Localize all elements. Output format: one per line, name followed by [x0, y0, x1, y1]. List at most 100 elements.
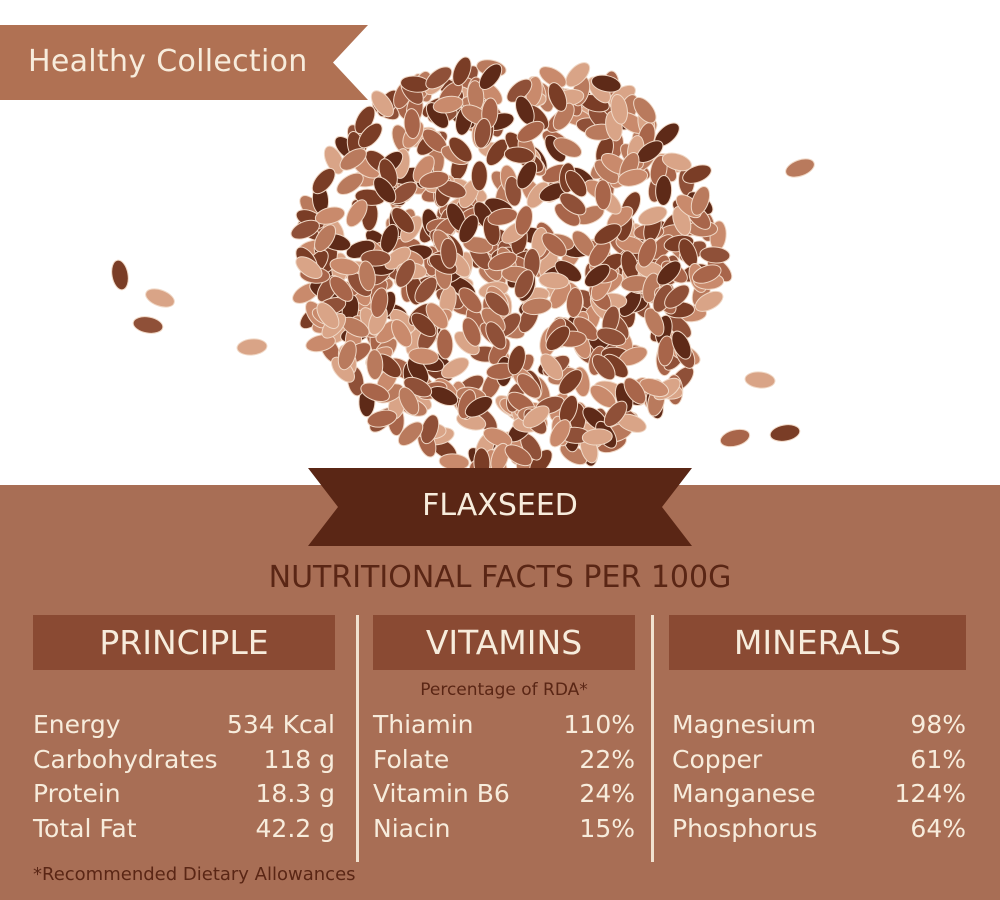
seed: [633, 96, 657, 124]
seed: [553, 137, 583, 158]
seed: [623, 377, 647, 405]
seed: [391, 207, 415, 234]
seed: [558, 369, 583, 395]
seed: [373, 176, 397, 204]
seed: [664, 284, 690, 309]
seed: [591, 354, 616, 381]
seed: [314, 224, 337, 253]
nutrient-label: Magnesium: [672, 710, 817, 739]
seed: [305, 334, 336, 353]
list-item: Energy 534 Kcal: [33, 708, 335, 743]
seed: [458, 287, 483, 314]
list-item: Manganese 124%: [672, 777, 966, 812]
list-item: Phosphorus 64%: [672, 812, 966, 847]
nutrient-label: Niacin: [373, 813, 451, 843]
seed: [397, 421, 424, 447]
seed: [236, 338, 268, 356]
list-item: Total Fat 42.2 g: [33, 812, 335, 847]
list-item: Thiamin 110%: [373, 708, 635, 743]
seed: [482, 427, 513, 448]
seed: [473, 117, 492, 149]
seed: [503, 146, 535, 164]
seed: [514, 269, 534, 299]
seed: [145, 288, 175, 308]
seed: [329, 275, 354, 302]
banner-ribbon: [0, 25, 368, 100]
nutrient-label: Vitamin B6: [373, 779, 510, 808]
nutrition-subtitle: NUTRITIONAL FACTS PER 100G: [268, 560, 732, 595]
seed: [591, 74, 622, 93]
seed: [458, 214, 479, 244]
seed: [656, 260, 682, 286]
list-item: Magnesium 98%: [672, 708, 966, 743]
seed: [655, 174, 673, 206]
seed: [323, 145, 345, 175]
nutrient-value: 124%: [894, 779, 966, 808]
nutrient-label: Total Fat: [33, 813, 137, 843]
seed: [639, 377, 670, 398]
nutrient-label: Copper: [672, 744, 763, 774]
list-item: Niacin 15%: [373, 812, 635, 847]
nutrient-value: 24%: [579, 779, 635, 808]
seed: [565, 62, 591, 88]
seed: [610, 93, 628, 125]
seed: [691, 264, 722, 284]
seed: [358, 122, 383, 149]
seed: [682, 164, 712, 184]
seed: [414, 276, 438, 304]
nutrient-label: Phosphorus: [672, 813, 818, 843]
seed: [785, 158, 815, 178]
nutrient-value: 18.3 g: [255, 779, 335, 808]
seed: [514, 205, 533, 236]
seed: [316, 302, 340, 330]
seed: [452, 56, 472, 87]
list-item: Protein 18.3 g: [33, 777, 335, 812]
seed: [516, 373, 542, 399]
seed: [366, 409, 398, 428]
minerals-list: Magnesium 98% Copper 61% Manganese 124% Pho…: [672, 708, 966, 846]
seed: [484, 291, 510, 317]
seed: [637, 237, 657, 268]
seed: [311, 167, 336, 195]
flaxseed-illustration: [111, 56, 815, 480]
seed: [345, 199, 368, 228]
list-item: Folate 22%: [373, 743, 635, 778]
seed: [521, 297, 553, 316]
seed: [441, 357, 470, 379]
footnote: *Recommended Dietary Allowances: [33, 864, 356, 885]
minerals-header: MINERALS: [669, 615, 966, 670]
nutrient-value: 22%: [579, 744, 635, 774]
seed: [690, 186, 711, 216]
seed: [671, 330, 692, 360]
nutrient-label: Protein: [33, 779, 121, 808]
seed: [593, 223, 622, 245]
seed: [360, 382, 390, 403]
seed: [366, 349, 384, 381]
seed: [470, 160, 488, 192]
nutrient-label: Folate: [373, 744, 450, 774]
list-item: Vitamin B6 24%: [373, 777, 635, 812]
seed: [744, 371, 776, 389]
seed: [478, 63, 503, 91]
seed: [522, 405, 550, 429]
seed: [295, 256, 323, 280]
nutrient-value: 61%: [910, 744, 966, 774]
seed: [464, 395, 493, 418]
seed: [694, 290, 724, 312]
seed: [538, 272, 570, 290]
seed: [370, 287, 389, 318]
nutrient-label: Energy: [33, 710, 121, 739]
seed: [603, 400, 628, 428]
nutrient-value: 118 g: [263, 744, 335, 774]
seed: [657, 335, 675, 367]
seed: [584, 263, 611, 288]
column-divider: [356, 615, 359, 862]
seed: [290, 219, 320, 240]
seed: [440, 237, 458, 269]
seed: [507, 344, 526, 376]
nutrient-label: Carbohydrates: [33, 744, 218, 774]
seed: [425, 66, 453, 90]
nutrient-label: Thiamin: [373, 710, 474, 739]
vitamins-list: Thiamin 110% Folate 22% Vitamin B6 24% Niac…: [373, 708, 635, 846]
product-name: FLAXSEED: [422, 488, 578, 523]
